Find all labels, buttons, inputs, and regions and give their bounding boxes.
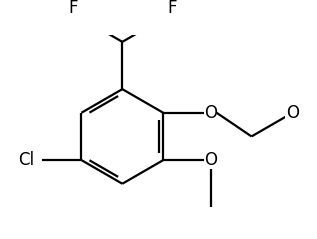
Text: F: F <box>167 0 177 17</box>
Text: O: O <box>204 104 217 122</box>
Text: F: F <box>68 0 78 17</box>
Text: Cl: Cl <box>18 151 34 169</box>
Text: O: O <box>204 151 217 169</box>
Text: O: O <box>286 104 299 122</box>
